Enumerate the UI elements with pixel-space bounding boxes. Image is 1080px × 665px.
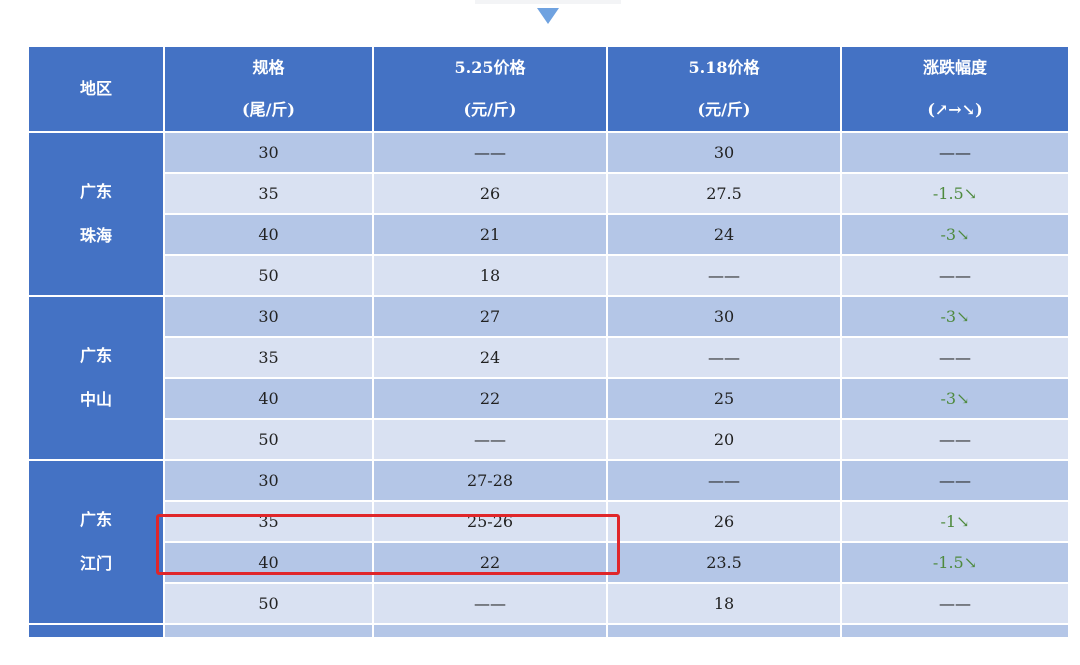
price-table: 地区 规格 (尾/斤) 5.25价格 (元/斤) 5.18价格 (元/斤) 涨跌幅度(… bbox=[27, 45, 1070, 639]
header-spec: 规格 (尾/斤) bbox=[163, 45, 374, 133]
table-row: 50 —— 18 —— bbox=[28, 582, 1070, 625]
price-new-cell: 27-28 bbox=[372, 459, 608, 502]
spec-cell: 50 bbox=[163, 418, 374, 461]
price-old-cell: 25 bbox=[606, 377, 842, 420]
price-old-cell: 18 bbox=[606, 582, 842, 625]
region-cell: 广东 中山 bbox=[27, 295, 165, 461]
change-cell: -3↘ bbox=[840, 213, 1070, 256]
empty-cell bbox=[27, 623, 165, 639]
price-old-cell: 23.5 bbox=[606, 541, 842, 584]
table-row: 50 —— 20 —— bbox=[28, 418, 1070, 461]
spec-cell: 35 bbox=[163, 336, 374, 379]
change-cell: —— bbox=[840, 131, 1070, 174]
spec-cell: 40 bbox=[163, 541, 374, 584]
price-old-cell: 30 bbox=[606, 131, 842, 174]
price-old-cell: —— bbox=[606, 254, 842, 297]
price-new-cell: 22 bbox=[372, 541, 608, 584]
table-row: 35 24 —— —— bbox=[28, 336, 1070, 379]
change-cell: —— bbox=[840, 418, 1070, 461]
price-old-cell: 24 bbox=[606, 213, 842, 256]
price-new-cell: 26 bbox=[372, 172, 608, 215]
table-row: 35 26 27.5 -1.5↘ bbox=[28, 172, 1070, 215]
price-new-cell: 21 bbox=[372, 213, 608, 256]
table-row: 广东 珠海 30 —— 30 —— bbox=[27, 131, 1070, 297]
price-new-cell: 27 bbox=[372, 295, 608, 338]
region-cell: 广东 江门 bbox=[27, 459, 165, 625]
spec-cell: 35 bbox=[163, 500, 374, 543]
header-row: 地区 规格 (尾/斤) 5.25价格 (元/斤) 5.18价格 (元/斤) 涨跌幅度(… bbox=[27, 45, 1070, 133]
spec-cell: 30 bbox=[163, 459, 374, 502]
change-cell: -3↘ bbox=[840, 295, 1070, 338]
partial-row bbox=[27, 623, 1070, 639]
spec-cell: 40 bbox=[163, 213, 374, 256]
empty-cell bbox=[840, 623, 1070, 639]
table-row: 40 22 23.5 -1.5↘ bbox=[28, 541, 1070, 584]
change-cell: -1.5↘ bbox=[840, 172, 1070, 215]
price-new-cell: —— bbox=[372, 418, 608, 461]
price-old-cell: —— bbox=[606, 459, 842, 502]
spec-cell: 50 bbox=[163, 254, 374, 297]
price-new-cell: 25-26 bbox=[372, 500, 608, 543]
table-row: 40 21 24 -3↘ bbox=[28, 213, 1070, 256]
price-new-cell: —— bbox=[372, 582, 608, 625]
header-change: 涨跌幅度 (↗→↘) bbox=[840, 45, 1070, 133]
change-cell: —— bbox=[840, 582, 1070, 625]
table-row: 广东 中山 30 27 30 -3↘ bbox=[27, 295, 1070, 461]
header-region: 地区 bbox=[27, 45, 165, 133]
highlight-box bbox=[156, 514, 620, 575]
header-price-new: 5.25价格 (元/斤) bbox=[372, 45, 608, 133]
table-row: 40 22 25 -3↘ bbox=[28, 377, 1070, 420]
empty-cell bbox=[606, 623, 842, 639]
empty-cell bbox=[163, 623, 374, 639]
spec-cell: 40 bbox=[163, 377, 374, 420]
price-old-cell: 30 bbox=[606, 295, 842, 338]
table-row: 广东 江门 30 27-28 —— —— bbox=[27, 459, 1070, 625]
price-new-cell: 22 bbox=[372, 377, 608, 420]
price-old-cell: 27.5 bbox=[606, 172, 842, 215]
price-new-cell: 18 bbox=[372, 254, 608, 297]
table-row: 50 18 —— —— bbox=[28, 254, 1070, 297]
price-new-cell: 24 bbox=[372, 336, 608, 379]
price-old-cell: 26 bbox=[606, 500, 842, 543]
change-cell: —— bbox=[840, 254, 1070, 297]
change-cell: -3↘ bbox=[840, 377, 1070, 420]
change-cell: —— bbox=[840, 336, 1070, 379]
change-cell: —— bbox=[840, 459, 1070, 502]
header-price-old: 5.18价格 (元/斤) bbox=[606, 45, 842, 133]
spec-cell: 30 bbox=[163, 295, 374, 338]
change-cell: -1↘ bbox=[840, 500, 1070, 543]
spec-cell: 50 bbox=[163, 582, 374, 625]
top-bar bbox=[475, 0, 621, 4]
change-cell: -1.5↘ bbox=[840, 541, 1070, 584]
spec-cell: 30 bbox=[163, 131, 374, 174]
price-old-cell: —— bbox=[606, 336, 842, 379]
price-new-cell: —— bbox=[372, 131, 608, 174]
spec-cell: 35 bbox=[163, 172, 374, 215]
empty-cell bbox=[372, 623, 608, 639]
table-row: 35 25-26 26 -1↘ bbox=[28, 500, 1070, 543]
price-old-cell: 20 bbox=[606, 418, 842, 461]
down-triangle-icon bbox=[537, 8, 559, 24]
region-cell: 广东 珠海 bbox=[27, 131, 165, 297]
